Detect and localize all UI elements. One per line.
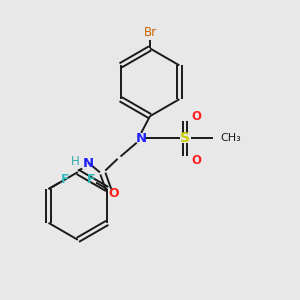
Text: O: O bbox=[191, 110, 202, 123]
Text: Br: Br bbox=[143, 26, 157, 39]
Text: H: H bbox=[70, 155, 79, 168]
Text: N: N bbox=[136, 132, 147, 145]
Text: O: O bbox=[109, 187, 119, 200]
Text: F: F bbox=[87, 173, 95, 186]
Text: CH₃: CH₃ bbox=[220, 133, 241, 143]
Text: N: N bbox=[82, 157, 93, 170]
Text: O: O bbox=[191, 154, 202, 167]
Text: S: S bbox=[180, 131, 190, 145]
Text: F: F bbox=[61, 173, 69, 186]
